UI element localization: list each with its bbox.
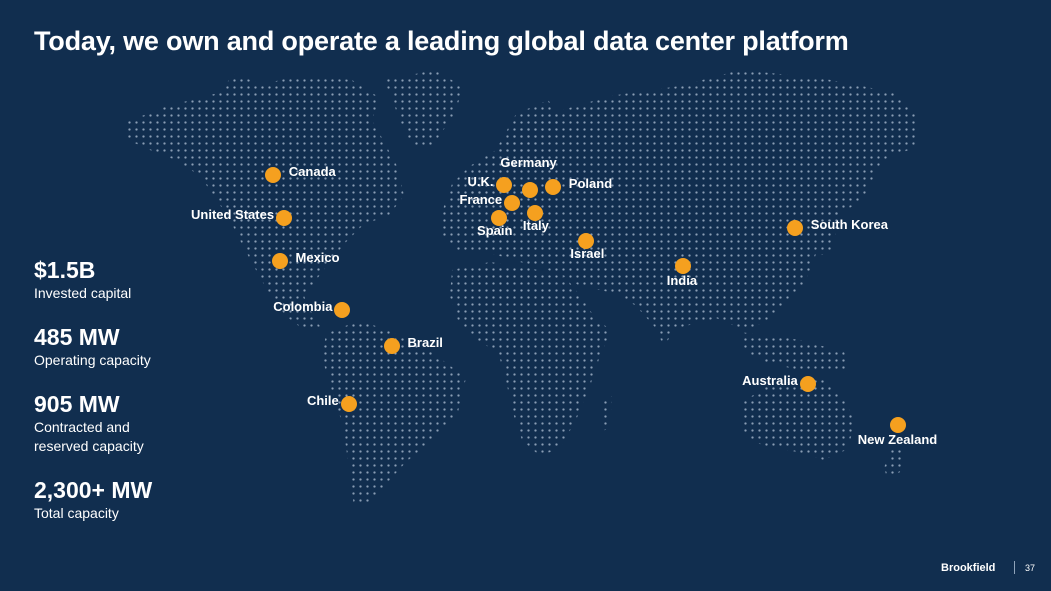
label-germany: Germany: [500, 154, 557, 170]
label-brazil: Brazil: [407, 334, 443, 350]
label-canada: Canada: [288, 163, 336, 179]
marker-israel: [578, 232, 595, 249]
label-australia: Australia: [742, 372, 798, 388]
stat-value: 905 MW: [34, 391, 120, 417]
marker-poland: [544, 179, 561, 196]
marker-spain: [491, 210, 508, 226]
island-new-zealand: [884, 446, 904, 480]
stat-value: 2,300+ MW: [34, 477, 153, 503]
marker-india: [674, 258, 691, 275]
stat-contracted-capacity: 905 MW Contracted and reserved capacity: [34, 390, 174, 456]
marker-mexico: [271, 253, 288, 270]
footer-divider: [1014, 561, 1015, 574]
marker-new-zealand: [889, 416, 906, 433]
islands-southeast-asia: [740, 332, 850, 372]
marker-colombia: [334, 301, 351, 318]
label-poland: Poland: [568, 176, 613, 192]
label-new-zealand: New Zealand: [857, 431, 938, 447]
continent-north-america: [126, 74, 404, 330]
stat-label: Contracted and reserved capacity: [34, 419, 144, 454]
marker-united-states: [276, 210, 292, 226]
marker-south-korea: [786, 220, 803, 237]
continent-south-america: [322, 320, 466, 506]
marker-brazil: [383, 337, 400, 354]
continent-eurasia: [440, 70, 918, 346]
brand-logo: Brookfield: [941, 562, 996, 574]
stat-total-capacity: 2,300+ MW Total capacity: [34, 476, 152, 523]
label-south-korea: South Korea: [810, 217, 889, 233]
island-uk: [466, 170, 484, 200]
continent-africa: [450, 262, 612, 456]
label-chile: Chile: [306, 393, 339, 409]
page-number: 37: [1025, 563, 1036, 573]
label-france: France: [459, 191, 503, 207]
island-japan: [818, 206, 840, 256]
continent-greenland: [384, 70, 464, 148]
page-title: Today, we own and operate a leading glob…: [34, 26, 849, 56]
stat-label: Total capacity: [34, 505, 119, 521]
label-mexico: Mexico: [295, 250, 340, 266]
label-india: India: [666, 273, 698, 289]
marker-chile: [340, 396, 357, 413]
stat-operating-capacity: 485 MW Operating capacity: [34, 323, 151, 370]
stat-value: 485 MW: [34, 324, 120, 350]
label-united-states: United States: [191, 207, 275, 222]
marker-france: [504, 194, 521, 211]
stat-label: Operating capacity: [34, 352, 151, 368]
marker-germany: [522, 181, 539, 198]
stat-label: Invested capital: [34, 285, 132, 301]
island-madagascar: [600, 396, 612, 432]
label-italy: Italy: [522, 217, 549, 233]
marker-u-k: [495, 176, 512, 193]
label-colombia: Colombia: [273, 298, 333, 314]
stat-invested-capital: $1.5B Invested capital: [34, 256, 131, 303]
continent-scandinavia: [496, 100, 562, 160]
marker-italy: [526, 204, 543, 221]
label-israel: Israel: [570, 245, 605, 261]
marker-australia: [800, 375, 817, 392]
label-u-k: U.K.: [467, 173, 494, 189]
label-spain: Spain: [477, 223, 513, 238]
marker-canada: [264, 166, 281, 183]
continent-australia: [740, 380, 856, 460]
stat-value: $1.5B: [34, 257, 96, 283]
